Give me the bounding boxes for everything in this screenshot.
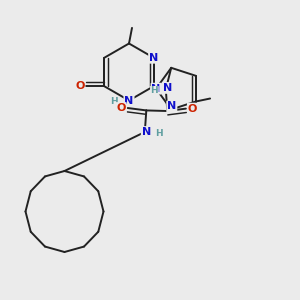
Text: H: H [151,86,158,95]
Text: H: H [155,129,163,138]
Text: N: N [167,101,176,112]
Text: O: O [116,103,126,113]
Text: N: N [142,127,151,137]
Text: N: N [124,95,134,106]
Text: O: O [75,81,84,91]
Text: O: O [188,103,197,114]
Text: N: N [163,83,172,93]
Text: N: N [152,84,161,94]
Text: N: N [149,53,158,63]
Text: H: H [110,98,118,106]
